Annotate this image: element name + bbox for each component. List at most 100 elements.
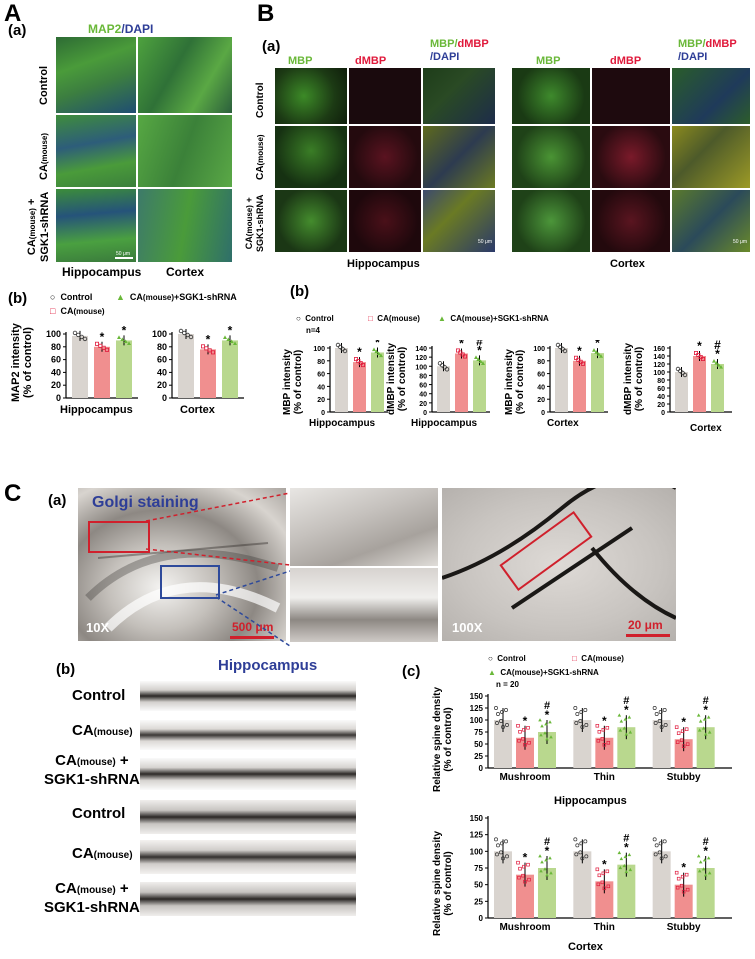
y-tick-label: 40 <box>419 392 427 399</box>
micrograph-b-hippo-mbp-control <box>275 68 347 124</box>
data-point <box>595 724 600 728</box>
b-legend-sgk: ▲ CA(mouse)+SGK1-shRNA <box>438 314 549 323</box>
y-tick-label: 40 <box>157 367 167 377</box>
y-tick-label: 100 <box>46 329 61 339</box>
data-point <box>233 341 237 345</box>
panel-b-sub-a: (a) <box>262 38 281 55</box>
data-point <box>581 361 586 366</box>
b-ylabel-2: dMBP intensity (% of control) <box>386 342 408 415</box>
data-point <box>583 708 588 712</box>
data-point <box>606 884 611 889</box>
a-legend-sgk: ▲ CA(mouse)+SGK1-shRNA <box>116 292 237 302</box>
micrograph-b-cortex-dmbp-control <box>592 68 670 124</box>
data-point <box>698 719 703 723</box>
bar-ca-mouse- <box>573 360 586 412</box>
data-point <box>545 873 549 877</box>
data-point <box>605 869 610 874</box>
data-point <box>504 708 508 712</box>
data-point <box>703 732 708 736</box>
micrograph-b-hippo-merge-sgk <box>423 190 495 252</box>
bar-ca-mouse- <box>693 356 706 412</box>
data-point <box>653 721 658 725</box>
significance-mark: * <box>602 857 607 871</box>
data-point <box>696 854 701 858</box>
significance-mark: # <box>703 695 709 707</box>
significance-mark: * <box>602 714 607 728</box>
golgi-title: Golgi staining <box>92 494 199 511</box>
data-point <box>207 348 212 353</box>
data-point <box>624 869 629 874</box>
data-point <box>652 837 657 842</box>
a-legend-control: ○ Control <box>50 292 93 302</box>
data-point <box>500 710 504 714</box>
data-point <box>79 334 84 340</box>
data-point <box>684 872 689 877</box>
micrograph-b-hippo-merge-control <box>423 68 495 124</box>
y-tick-label: 20 <box>419 401 427 408</box>
data-point <box>185 332 190 338</box>
data-point <box>701 726 706 730</box>
bar-ca-mouse- <box>455 353 468 412</box>
c-row-sgk-2: CA(mouse) + SGK1-shRNA <box>44 880 140 916</box>
b-region-hippocampus: Hippocampus <box>347 258 420 270</box>
golgi-hippo-zoom <box>290 568 438 642</box>
significance-mark: * <box>523 851 528 865</box>
data-point <box>229 339 234 343</box>
data-point <box>495 721 499 725</box>
micrograph-b-hippo-dmbp-control <box>349 68 421 124</box>
data-point <box>543 867 547 871</box>
y-tick-label: 0 <box>56 393 61 402</box>
c-ylabel-1: Relative spine density (% of control) <box>432 686 454 792</box>
y-tick-label: 20 <box>657 402 665 409</box>
golgi-mag-100x: 100X <box>452 620 483 635</box>
b-col-merge-1: MBP/dMBP/DAPI <box>430 38 489 63</box>
b-col-dmbp-2: dMBP <box>610 55 642 67</box>
c-row-ca-2: CA(mouse) <box>72 845 133 862</box>
micrograph-a-ca-hippo <box>56 115 136 187</box>
data-point <box>674 870 679 875</box>
chart-a-hippo-xlabel: Hippocampus <box>60 404 133 416</box>
data-point <box>549 871 553 875</box>
a-scalebar-label: 50 μm <box>116 251 130 257</box>
data-point <box>578 850 583 855</box>
data-point <box>544 722 548 726</box>
chart-a-cortex-xlabel: Cortex <box>180 404 215 416</box>
panel-c-letter: C <box>4 480 22 507</box>
a-scalebar <box>115 257 133 259</box>
data-point <box>538 854 542 858</box>
y-tick-label: 20 <box>537 397 545 404</box>
data-point <box>579 710 584 714</box>
b-scalebar-label-1: 50 μm <box>478 239 492 245</box>
y-tick-label: 80 <box>157 342 167 352</box>
b-row-ca: CA(mouse) <box>255 134 266 180</box>
data-point <box>501 856 505 861</box>
data-point <box>659 725 664 729</box>
y-tick-label: 140 <box>415 346 427 353</box>
y-tick-label: 120 <box>415 355 427 362</box>
dendrite-cortex-sgk <box>140 882 356 916</box>
a-row-control: Control <box>38 65 50 105</box>
y-tick-label: 120 <box>653 362 665 369</box>
bar-ca-mouse- <box>200 349 216 398</box>
y-tick-label: 150 <box>470 692 484 701</box>
data-point <box>716 363 721 367</box>
data-point <box>500 841 504 846</box>
chart-b-cortex-mbp-xlabel: Cortex <box>547 418 579 429</box>
bar-ca-mouse-sgk1-shrna <box>591 353 604 412</box>
data-point <box>714 361 719 365</box>
data-point <box>602 743 607 747</box>
data-point <box>659 856 664 861</box>
data-point <box>123 339 128 343</box>
data-point <box>580 856 585 861</box>
data-point <box>658 841 663 846</box>
data-point <box>675 885 680 890</box>
a-region-cortex: Cortex <box>166 265 205 279</box>
data-point <box>600 737 605 741</box>
data-point <box>654 843 659 848</box>
data-point <box>702 858 707 862</box>
b-legend-ca: □ CA(mouse) <box>368 314 420 323</box>
y-tick-label: 20 <box>317 397 325 404</box>
a-row-sgk: CA(mouse) + SGK1-shRNA <box>26 191 51 262</box>
data-point <box>358 361 363 366</box>
